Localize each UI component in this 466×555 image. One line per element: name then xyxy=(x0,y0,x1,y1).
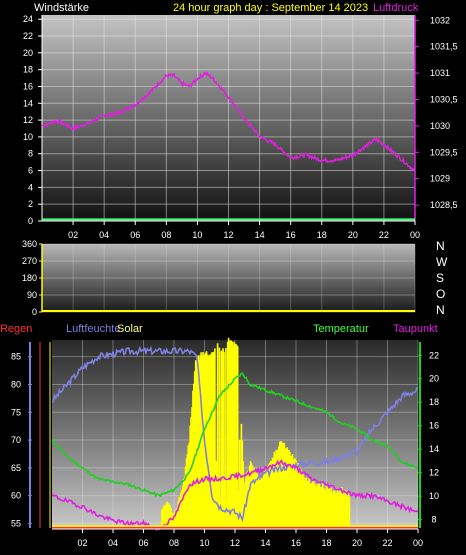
mid-y-tick-label: 360 xyxy=(22,239,37,249)
bottom-x-tick-label: 20 xyxy=(352,538,362,548)
top-y-left-tick-label: 6 xyxy=(28,166,33,176)
top-y-left-tick-label: 20 xyxy=(23,48,33,58)
bottom-y-left-tick-label: 70 xyxy=(11,435,21,445)
top-y-right-tick-label: 1030,5 xyxy=(430,95,458,105)
bottom-y-right-tick-label: 14 xyxy=(429,444,439,454)
top-y-right-tick-label: 1031 xyxy=(430,68,450,78)
panel-bottom-series xyxy=(51,337,419,532)
humidity-line xyxy=(51,345,419,523)
temperature-label: Temperatur xyxy=(313,323,369,335)
top-y-left-tick-label: 10 xyxy=(23,132,33,142)
top-y-left-tick-label: 18 xyxy=(23,65,33,75)
wind-label: Windstärke xyxy=(34,2,89,14)
top-x-tick-label: 18 xyxy=(317,230,327,240)
bottom-x-tick-label: 14 xyxy=(260,538,270,548)
bottom-x-tick-label: 02 xyxy=(77,538,87,548)
top-x-tick-label: 22 xyxy=(379,230,389,240)
panel-mid-axes: 0 90 180 270 360 xyxy=(22,239,43,317)
bottom-y-left-tick-label: 55 xyxy=(11,518,21,528)
dewpoint-line xyxy=(51,459,419,532)
bottom-x-tick-label: 22 xyxy=(382,538,392,548)
pressure-line xyxy=(41,70,416,172)
top-y-left-tick-label: 12 xyxy=(23,115,33,125)
top-y-right-tick-label: 1028,5 xyxy=(430,200,458,210)
compass-o: O xyxy=(436,287,445,301)
bottom-y-left-tick-label: 75 xyxy=(11,407,21,417)
bottom-y-right-tick-label: 12 xyxy=(429,468,439,478)
panel-top-series xyxy=(41,70,416,221)
top-y-right-tick-label: 1032 xyxy=(430,15,450,25)
top-y-left-tick-label: 4 xyxy=(28,182,33,192)
compass-n-bottom: N xyxy=(436,303,445,317)
top-x-tick-label: 06 xyxy=(130,230,140,240)
pressure-label: Luftdruck xyxy=(373,2,419,14)
bottom-y-left-tick-label: 60 xyxy=(11,491,21,501)
mid-y-tick-label: 180 xyxy=(22,273,37,283)
humidity-label: Luftfeuchte xyxy=(66,323,120,335)
top-x-tick-label: 04 xyxy=(99,230,109,240)
top-y-left-tick-label: 24 xyxy=(23,14,33,24)
panel-top-grid xyxy=(42,15,416,222)
bottom-y-right-tick-label: 16 xyxy=(429,421,439,431)
top-x-tick-label: 00 xyxy=(410,230,420,240)
compass-w: W xyxy=(436,255,448,269)
chart-title: 24 hour graph day : September 14 2023 xyxy=(173,2,368,14)
bottom-x-tick-label: 08 xyxy=(169,538,179,548)
top-x-tick-label: 12 xyxy=(223,230,233,240)
top-y-left-tick-label: 0 xyxy=(28,216,33,226)
bottom-y-left-tick-label: 85 xyxy=(11,352,21,362)
bottom-y-left-tick-label: 80 xyxy=(11,379,21,389)
bottom-y-right-tick-label: 8 xyxy=(431,515,436,525)
top-x-tick-label: 20 xyxy=(348,230,358,240)
bottom-y-right-tick-label: 20 xyxy=(429,374,439,384)
bottom-x-tick-label: 16 xyxy=(291,538,301,548)
dewpoint-label: Taupunkt xyxy=(393,323,438,335)
panel-top-axes: 02 04 06 08 10 12 14 16 18 20 22 000246810121416182… xyxy=(23,14,458,240)
mid-y-tick-label: 90 xyxy=(27,290,37,300)
panel-mid-background xyxy=(42,244,415,312)
bottom-x-tick-label: 10 xyxy=(199,538,209,548)
top-x-tick-label: 16 xyxy=(286,230,296,240)
top-y-left-tick-label: 2 xyxy=(28,199,33,209)
panel-bottom-axes: 02 04 06 08 10 12 14 16 18 20 22 00 55 60 65 70 75 80 85 8 1… xyxy=(11,342,439,548)
top-x-tick-label: 10 xyxy=(192,230,202,240)
bottom-x-tick-label: 12 xyxy=(230,538,240,548)
solar-label: Solar xyxy=(117,323,143,335)
bottom-x-tick-label: 00 xyxy=(413,538,423,548)
bottom-y-right-tick-label: 10 xyxy=(429,491,439,501)
top-y-right-tick-label: 1030 xyxy=(430,121,450,131)
mid-y-tick-label: 270 xyxy=(22,256,37,266)
compass-s: S xyxy=(436,271,444,285)
compass-n-top: N xyxy=(436,239,445,253)
bottom-x-tick-label: 06 xyxy=(138,538,148,548)
bottom-x-tick-label: 04 xyxy=(108,538,118,548)
bottom-y-left-tick-label: 65 xyxy=(11,463,21,473)
top-y-right-tick-label: 1029 xyxy=(430,174,450,184)
top-y-right-tick-label: 1031,5 xyxy=(430,42,458,52)
rain-label: Regen xyxy=(0,323,32,335)
bottom-x-tick-label: 18 xyxy=(321,538,331,548)
top-y-left-tick-label: 14 xyxy=(23,98,33,108)
bottom-y-right-tick-label: 18 xyxy=(429,397,439,407)
temperature-line xyxy=(51,371,419,498)
top-y-left-tick-label: 16 xyxy=(23,81,33,91)
mid-y-tick-label: 0 xyxy=(32,307,37,317)
top-x-tick-label: 02 xyxy=(68,230,78,240)
top-y-right-tick-label: 1029,5 xyxy=(430,147,458,157)
top-x-tick-label: 14 xyxy=(255,230,265,240)
top-x-tick-label: 08 xyxy=(161,230,171,240)
bottom-y-right-tick-label: 22 xyxy=(429,350,439,360)
top-y-left-tick-label: 22 xyxy=(23,31,33,41)
top-y-left-tick-label: 8 xyxy=(28,149,33,159)
